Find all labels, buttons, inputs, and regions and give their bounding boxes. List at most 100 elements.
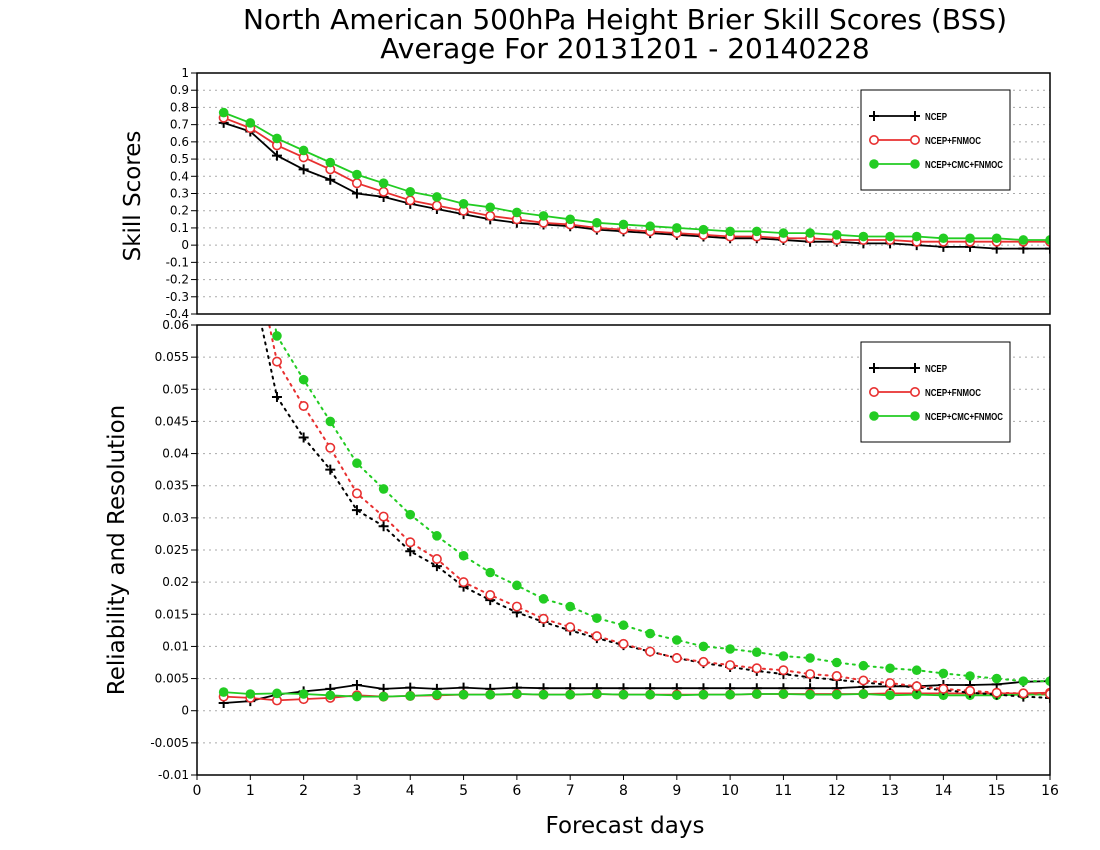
data-point-ncep-cmc-fnmoc — [1045, 676, 1050, 686]
data-point-ncep — [351, 505, 362, 516]
x-tick-label: 2 — [299, 783, 308, 799]
data-point-ncep-cmc-fnmoc — [778, 651, 789, 661]
data-point-ncep-cmc-fnmoc — [805, 689, 815, 700]
data-point-ncep-cmc-fnmoc — [831, 689, 842, 700]
data-point-ncep-cmc-fnmoc — [618, 689, 629, 700]
data-point-ncep-cmc-fnmoc — [458, 689, 469, 700]
y-tick-label: 0.055 — [155, 350, 189, 364]
data-point-ncep-cmc-fnmoc — [565, 601, 575, 612]
data-point-ncep — [245, 269, 255, 279]
y-tick-label: 0.2 — [170, 204, 189, 218]
data-point-ncep — [1045, 243, 1050, 254]
data-point-ncep-cmc-fnmoc — [458, 199, 469, 209]
data-point-ncep-cmc-fnmoc — [725, 226, 735, 237]
data-point-ncep-cmc-fnmoc — [885, 690, 895, 701]
data-point-ncep-fnmoc — [405, 195, 416, 206]
legend-label: NCEP+FNMOC — [925, 388, 981, 399]
data-point-ncep-fnmoc — [618, 638, 629, 649]
y-tick-label: 0 — [181, 238, 189, 252]
data-point-ncep-cmc-fnmoc — [778, 689, 789, 699]
data-point-ncep — [325, 464, 336, 475]
data-point-ncep-cmc-fnmoc — [352, 458, 362, 469]
x-tick-label: 4 — [406, 783, 415, 799]
y-tick-label: 0.005 — [155, 672, 189, 686]
data-point-ncep-cmc-fnmoc — [725, 689, 735, 700]
legend-marker — [909, 386, 920, 397]
data-point-ncep-cmc-fnmoc — [858, 231, 869, 242]
data-point-ncep-cmc-fnmoc — [298, 374, 309, 385]
legend-marker — [869, 411, 879, 421]
data-point-ncep-cmc-fnmoc — [272, 331, 282, 341]
data-point-ncep-fnmoc — [246, 231, 254, 239]
data-point-ncep-cmc-fnmoc — [885, 231, 895, 242]
legend-marker — [910, 363, 920, 373]
y-tick-label: 0.6 — [170, 135, 189, 149]
legend-marker — [869, 111, 879, 121]
data-point-ncep-cmc-fnmoc — [698, 224, 709, 235]
data-point-ncep — [351, 188, 362, 199]
x-axis-label: Forecast days — [546, 813, 705, 839]
y-tick-label: 0.1 — [170, 221, 189, 235]
data-point-ncep-cmc-fnmoc — [698, 689, 709, 700]
data-point-ncep-fnmoc — [858, 675, 869, 686]
x-tick-label: 6 — [512, 783, 521, 799]
data-point-ncep-fnmoc — [591, 631, 602, 642]
data-point-ncep-cmc-fnmoc — [218, 107, 229, 118]
data-point-ncep-fnmoc — [938, 683, 949, 694]
x-tick-label: 8 — [619, 783, 628, 799]
chart-title: North American 500hPa Height Brier Skill… — [243, 3, 1007, 36]
data-point-ncep-cmc-fnmoc — [911, 231, 922, 242]
data-point-ncep-fnmoc — [485, 589, 496, 600]
legend-marker — [869, 159, 879, 169]
y-tick-label: 0 — [181, 704, 189, 718]
data-point-ncep-cmc-fnmoc — [725, 644, 735, 654]
data-point-ncep-cmc-fnmoc — [512, 580, 522, 591]
x-tick-label: 14 — [934, 783, 952, 799]
data-point-ncep-fnmoc — [565, 622, 576, 633]
data-point-ncep-cmc-fnmoc — [751, 689, 762, 699]
data-point-ncep-fnmoc — [271, 356, 282, 367]
y-tick-label: -0.2 — [166, 273, 189, 287]
data-point-ncep-cmc-fnmoc — [485, 689, 496, 700]
data-point-ncep-cmc-fnmoc — [565, 689, 575, 700]
data-point-ncep — [298, 164, 309, 175]
x-tick-label: 0 — [193, 783, 202, 799]
data-point-ncep-cmc-fnmoc — [618, 620, 629, 631]
data-point-ncep-fnmoc — [645, 646, 656, 657]
data-point-ncep-cmc-fnmoc — [218, 687, 229, 697]
legend-label: NCEP — [925, 112, 947, 123]
data-point-ncep-cmc-fnmoc — [405, 186, 416, 197]
skill-scores-axis-label: Skill Scores — [120, 131, 146, 262]
y-tick-label: -0.4 — [166, 307, 189, 321]
data-point-ncep — [271, 392, 282, 402]
legend-marker — [910, 111, 920, 121]
data-point-ncep-fnmoc — [298, 400, 309, 411]
legend-marker — [868, 386, 879, 397]
data-point-ncep-fnmoc — [431, 553, 442, 564]
data-point-ncep — [405, 546, 416, 557]
data-point-ncep-cmc-fnmoc — [485, 202, 496, 213]
y-tick-label: 0.025 — [155, 543, 189, 557]
data-point-ncep-cmc-fnmoc — [831, 230, 842, 240]
y-tick-label: 0.5 — [170, 152, 189, 166]
data-point-ncep-fnmoc — [378, 511, 389, 522]
x-tick-label: 15 — [988, 783, 1006, 799]
plot-frame — [196, 72, 1051, 315]
legend-label: NCEP+FNMOC — [925, 136, 981, 147]
y-tick-label: 0.03 — [162, 511, 189, 525]
data-point-ncep-cmc-fnmoc — [991, 673, 1002, 684]
data-point-ncep-cmc-fnmoc — [938, 233, 949, 244]
data-point-ncep-fnmoc — [698, 656, 709, 667]
reliability-axis-label: Reliability and Resolution — [104, 405, 130, 695]
data-point-ncep-fnmoc — [671, 652, 682, 663]
series-line-ncep-cmc-fnmoc-resolution — [273, 325, 1050, 683]
y-tick-label: 0.02 — [162, 575, 189, 589]
data-point-ncep-cmc-fnmoc — [645, 689, 655, 700]
data-point-ncep-cmc-fnmoc — [965, 233, 975, 244]
y-tick-label: 0.04 — [162, 447, 189, 461]
data-point-ncep — [378, 521, 389, 532]
data-point-ncep-cmc-fnmoc — [592, 217, 602, 228]
data-point-ncep — [298, 432, 309, 443]
legend-label: NCEP+CMC+FNMOC — [925, 412, 1003, 423]
y-tick-label: 0.8 — [170, 100, 189, 114]
